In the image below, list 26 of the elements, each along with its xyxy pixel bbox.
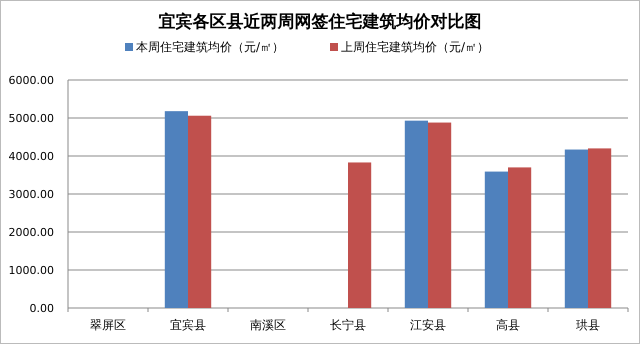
bar xyxy=(428,122,452,308)
legend-label: 上周住宅建筑均价（元/㎡） xyxy=(341,40,490,54)
x-tick-label: 高县 xyxy=(496,318,520,332)
bar xyxy=(164,111,188,308)
x-tick-label: 江安县 xyxy=(410,318,446,332)
bar xyxy=(508,167,532,308)
y-tick-label: 0.00 xyxy=(30,302,54,315)
y-tick-label: 2000.00 xyxy=(8,226,54,239)
y-tick-label: 4000.00 xyxy=(8,150,54,163)
bar xyxy=(588,148,612,308)
x-tick-label: 珙县 xyxy=(576,318,600,332)
x-tick-label: 长宁县 xyxy=(330,318,366,332)
x-tick-label: 宜宾县 xyxy=(170,318,206,332)
y-tick-label: 1000.00 xyxy=(8,264,54,277)
legend-label: 本周住宅建筑均价（元/㎡） xyxy=(136,40,284,54)
chart-title: 宜宾各区县近两周网签住宅建筑均价对比图 xyxy=(158,12,482,32)
y-tick-label: 3000.00 xyxy=(8,188,54,201)
x-tick-label: 南溪区 xyxy=(250,318,286,332)
bar xyxy=(484,172,508,308)
bar xyxy=(404,120,428,308)
y-tick-label: 5000.00 xyxy=(8,112,54,125)
y-tick-label: 6000.00 xyxy=(8,74,54,87)
bar xyxy=(564,150,588,308)
x-tick-label: 翠屏区 xyxy=(90,318,126,332)
bar xyxy=(348,162,372,308)
bar xyxy=(188,116,212,308)
